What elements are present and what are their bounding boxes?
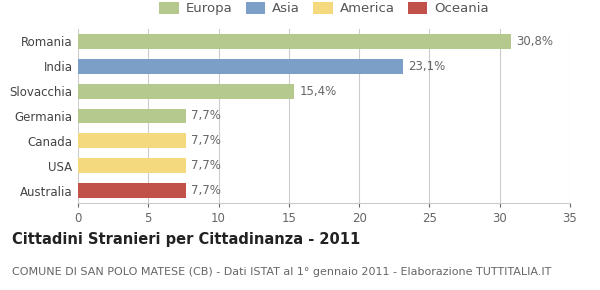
- Text: 23,1%: 23,1%: [407, 60, 445, 73]
- Text: 15,4%: 15,4%: [299, 85, 337, 98]
- Bar: [78, 158, 186, 173]
- Bar: [78, 108, 186, 124]
- Text: 7,7%: 7,7%: [191, 134, 221, 147]
- Text: 7,7%: 7,7%: [191, 184, 221, 197]
- Text: 7,7%: 7,7%: [191, 159, 221, 172]
- Bar: [78, 59, 403, 74]
- Bar: [78, 84, 295, 99]
- Legend: Europa, Asia, America, Oceania: Europa, Asia, America, Oceania: [160, 2, 488, 15]
- Text: Cittadini Stranieri per Cittadinanza - 2011: Cittadini Stranieri per Cittadinanza - 2…: [12, 232, 360, 247]
- Bar: [78, 133, 186, 148]
- Text: 7,7%: 7,7%: [191, 110, 221, 122]
- Bar: [78, 34, 511, 49]
- Text: 30,8%: 30,8%: [516, 35, 553, 48]
- Text: COMUNE DI SAN POLO MATESE (CB) - Dati ISTAT al 1° gennaio 2011 - Elaborazione TU: COMUNE DI SAN POLO MATESE (CB) - Dati IS…: [12, 267, 551, 277]
- Bar: [78, 183, 186, 198]
